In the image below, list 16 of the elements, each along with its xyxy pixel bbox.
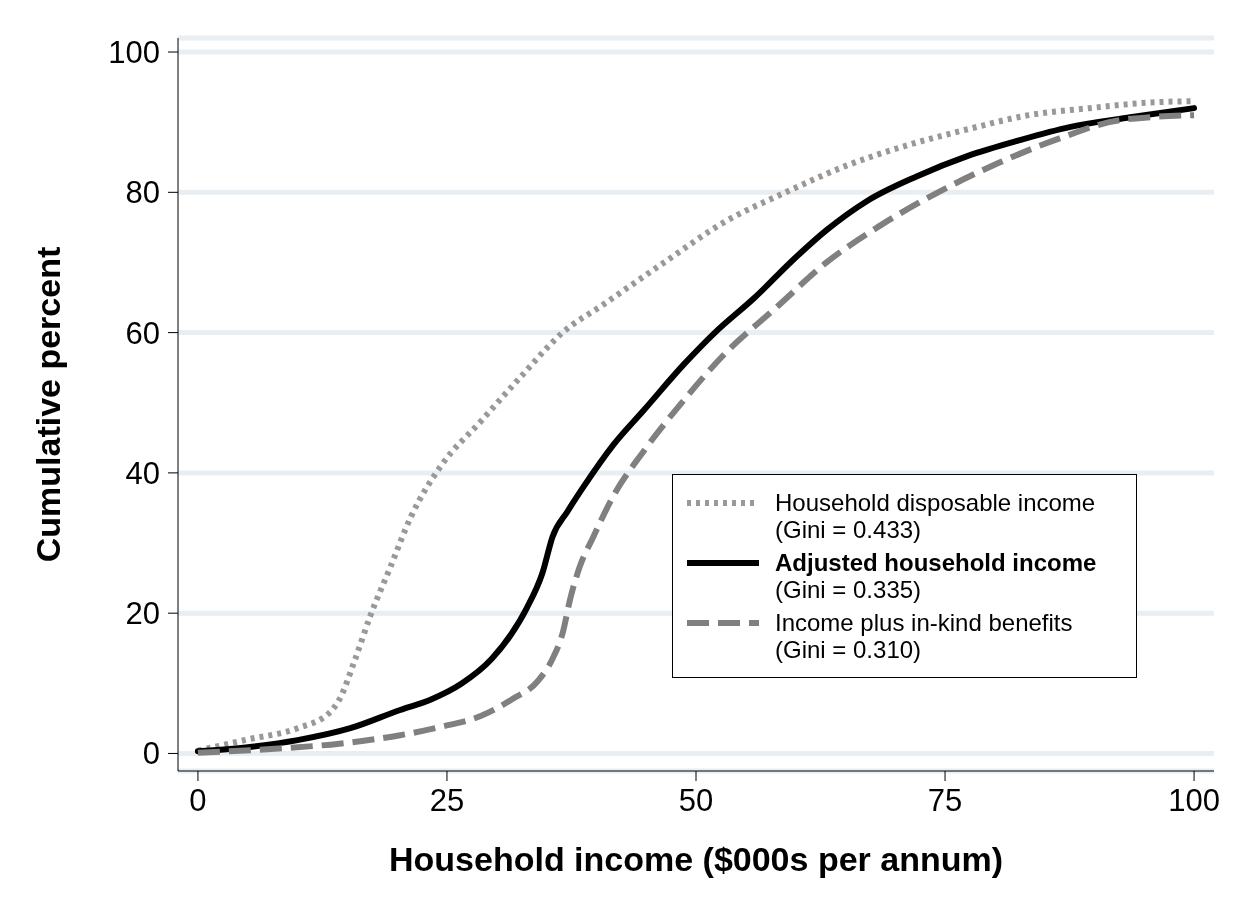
x-tick-label: 0	[189, 783, 207, 819]
y-tick-label: 80	[125, 175, 160, 211]
y-tick-label: 0	[142, 736, 160, 772]
legend-label: Adjusted household income (Gini = 0.335)	[775, 549, 1097, 603]
y-tick-label: 60	[125, 315, 160, 351]
legend-label: Income plus in-kind benefits (Gini = 0.310)	[775, 609, 1073, 663]
x-tick-label: 50	[678, 783, 714, 819]
y-tick-label: 100	[108, 35, 160, 71]
legend-label: Household disposable income (Gini = 0.433)	[775, 489, 1096, 543]
y-tick-label: 40	[125, 455, 160, 491]
y-axis-title: Cumulative percent	[29, 246, 68, 563]
x-tick-label: 25	[429, 783, 465, 819]
x-tick-label: 100	[1168, 783, 1220, 819]
y-tick-label: 20	[125, 596, 160, 632]
x-axis-title: Household income ($000s per annum)	[388, 840, 1004, 878]
x-tick-label: 75	[927, 783, 963, 819]
